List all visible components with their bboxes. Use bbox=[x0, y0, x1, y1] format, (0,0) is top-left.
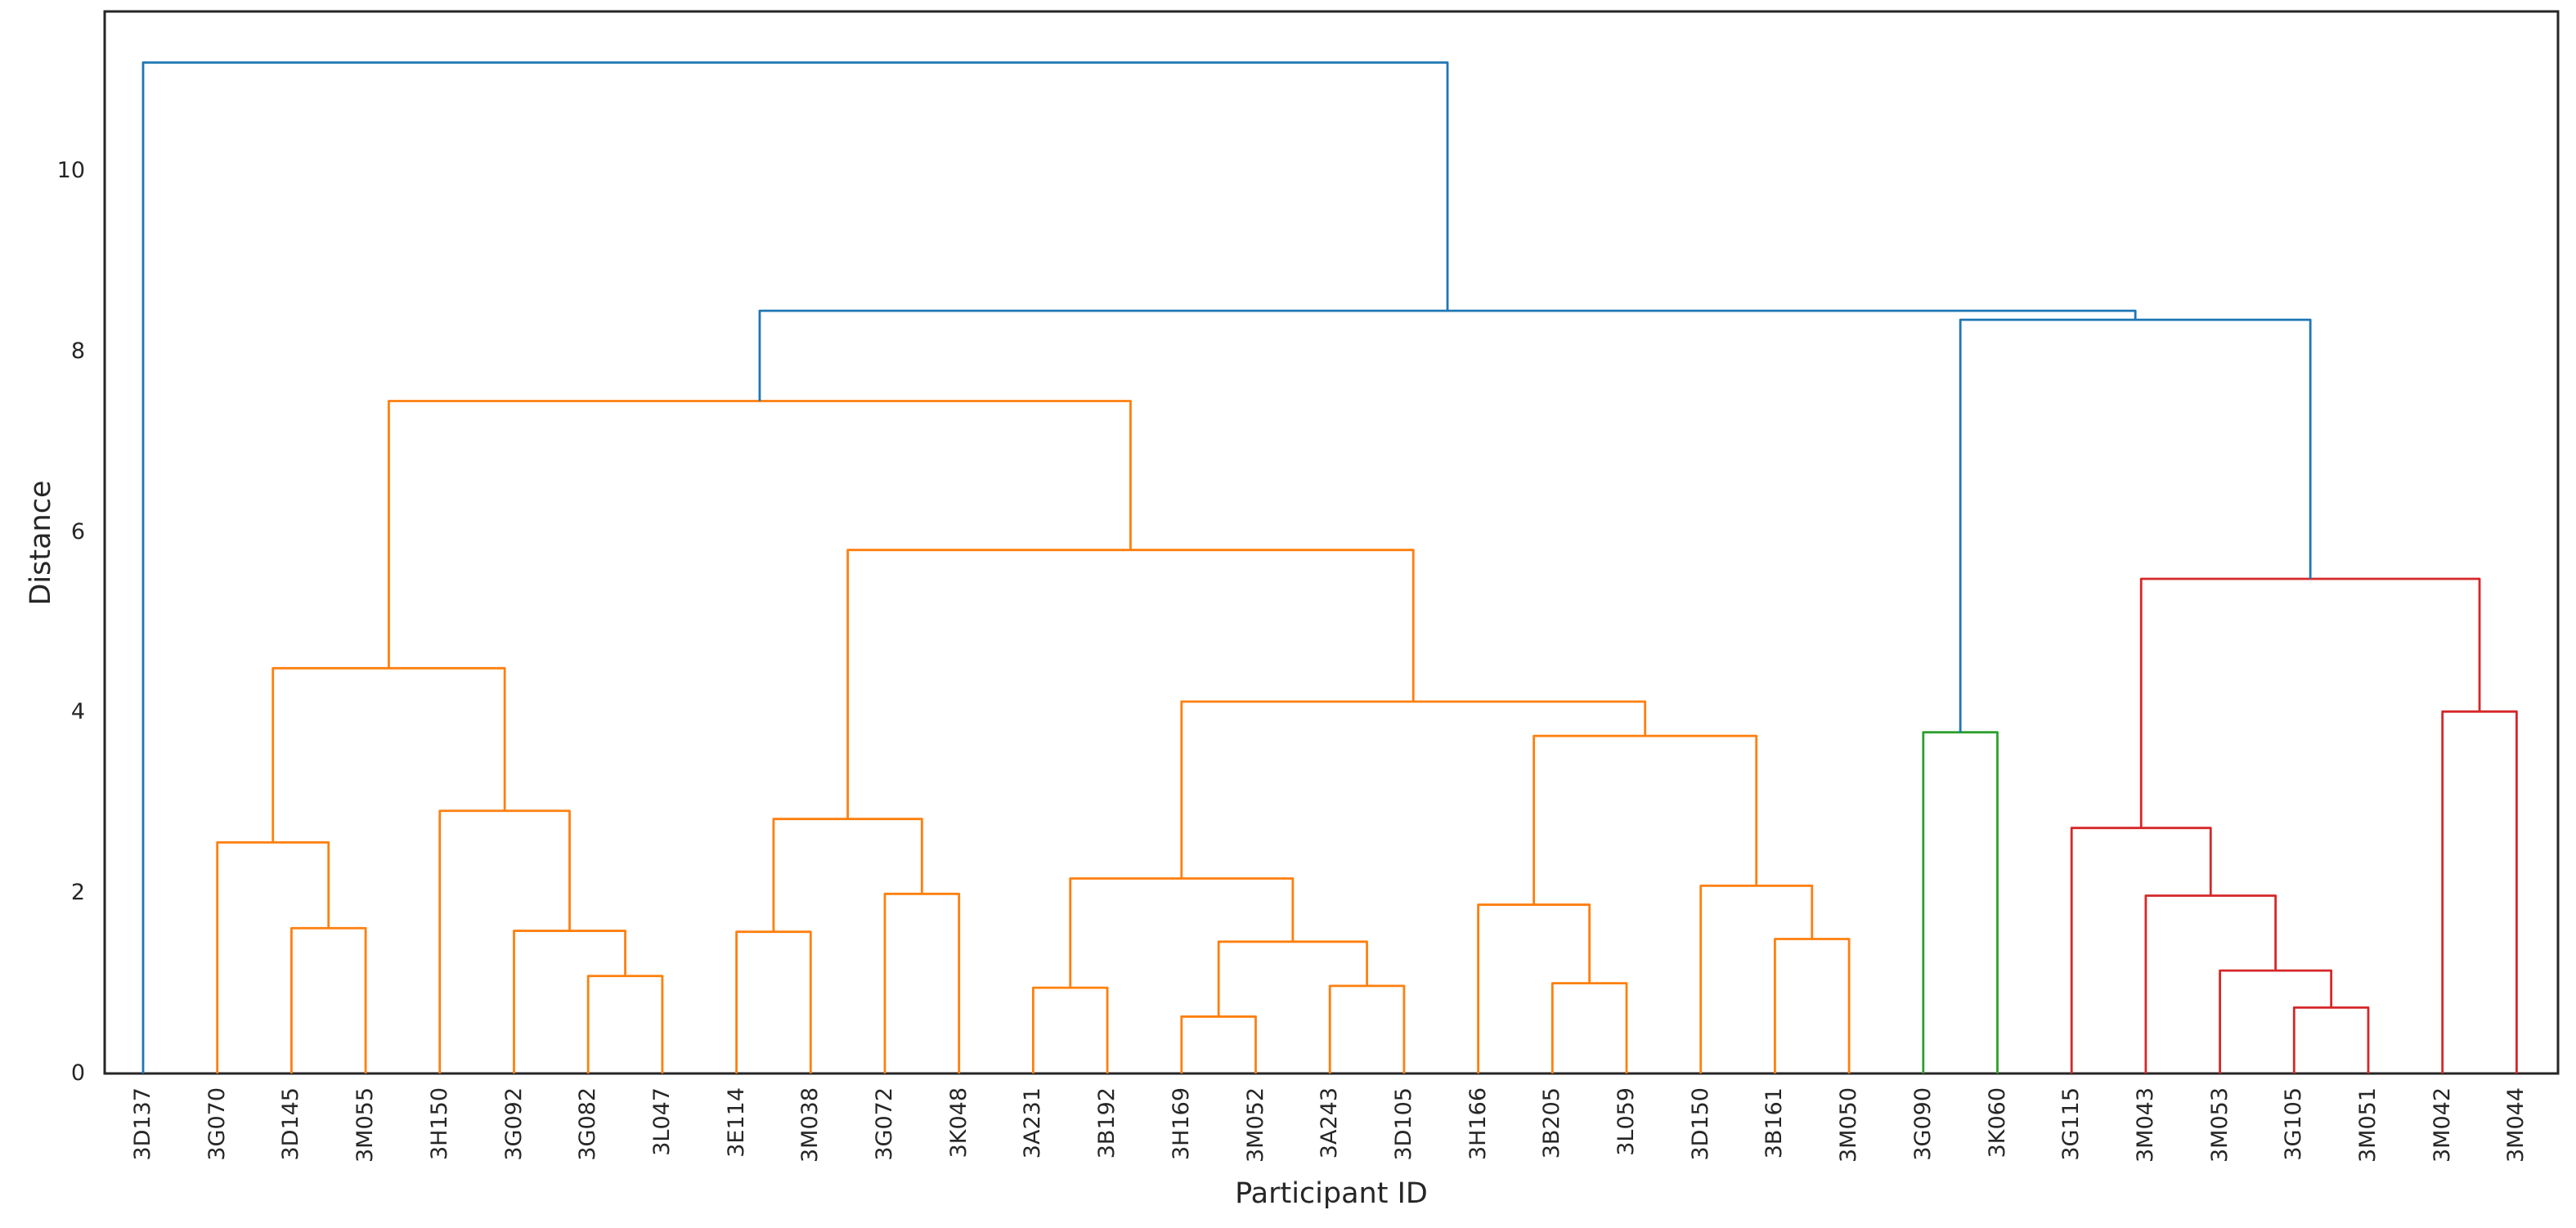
x-tick-label-3G090: 3G090 bbox=[1910, 1087, 1936, 1161]
y-tick-label: 2 bbox=[70, 880, 85, 906]
y-tick-label: 4 bbox=[70, 699, 85, 725]
x-tick-label-3L047: 3L047 bbox=[648, 1087, 675, 1156]
dendrogram-link-o1 bbox=[290, 926, 367, 1073]
x-tick-label-3B205: 3B205 bbox=[1539, 1087, 1565, 1159]
x-tick-label-3B161: 3B161 bbox=[1761, 1087, 1788, 1159]
y-tick-label: 6 bbox=[70, 518, 85, 545]
dendrogram-link-o7 bbox=[735, 930, 812, 1073]
y-tick-label: 8 bbox=[70, 338, 85, 364]
x-tick-label-3M051: 3M051 bbox=[2355, 1087, 2381, 1163]
x-tick-label-3G115: 3G115 bbox=[2058, 1087, 2085, 1161]
x-tick-label-3G092: 3G092 bbox=[500, 1087, 527, 1161]
x-tick-label-3H166: 3H166 bbox=[1465, 1087, 1491, 1161]
x-tick-label-3M052: 3M052 bbox=[1242, 1087, 1268, 1163]
dendrogram-link-o10 bbox=[1032, 986, 1109, 1073]
dendrogram-link-o18 bbox=[1699, 884, 1814, 1073]
y-tick-label: 10 bbox=[56, 158, 85, 183]
dendrogram-link-o20 bbox=[1180, 700, 1647, 879]
dendrogram-link-b2 bbox=[758, 309, 2137, 401]
x-tick-label-3K048: 3K048 bbox=[945, 1087, 972, 1159]
dendrogram-link-o19 bbox=[1533, 734, 1758, 905]
x-tick-label-3G105: 3G105 bbox=[2281, 1087, 2307, 1161]
x-tick-label-3D150: 3D150 bbox=[1687, 1087, 1713, 1161]
axes-box bbox=[103, 10, 2560, 1075]
x-tick-label-3M044: 3M044 bbox=[2503, 1087, 2529, 1163]
x-tick-label-3H150: 3H150 bbox=[426, 1087, 452, 1161]
dendrogram-link-r1 bbox=[2292, 1006, 2370, 1073]
x-tick-label-3G072: 3G072 bbox=[872, 1087, 897, 1161]
x-tick-label-3H169: 3H169 bbox=[1168, 1087, 1194, 1161]
x-tick-label-3D145: 3D145 bbox=[278, 1087, 304, 1161]
x-tick-label-3M038: 3M038 bbox=[797, 1087, 824, 1163]
dendrogram-link-r5 bbox=[2441, 710, 2518, 1073]
x-tick-label-3M043: 3M043 bbox=[2132, 1087, 2158, 1163]
x-tick-label-3G070: 3G070 bbox=[204, 1087, 230, 1161]
x-tick-label-3K060: 3K060 bbox=[1984, 1087, 2010, 1159]
x-tick-label-3M053: 3M053 bbox=[2206, 1087, 2233, 1163]
dendrogram-link-o13 bbox=[1217, 940, 1368, 1017]
x-axis-label: Participant ID bbox=[1235, 1177, 1428, 1210]
x-tick-label-3D137: 3D137 bbox=[130, 1087, 155, 1161]
dendrogram-link-o4 bbox=[513, 930, 626, 1073]
dendrogram-link-o14 bbox=[1069, 877, 1295, 988]
dendrogram-link-o2 bbox=[216, 840, 330, 1073]
dendrogram-link-r6 bbox=[2139, 577, 2481, 828]
x-tick-label-3G082: 3G082 bbox=[575, 1087, 601, 1161]
x-tick-label-3E114: 3E114 bbox=[723, 1087, 749, 1158]
dendrogram-link-o15 bbox=[1551, 982, 1628, 1073]
x-tick-label-3M055: 3M055 bbox=[352, 1087, 379, 1163]
dendrogram-link-r2 bbox=[2219, 969, 2333, 1073]
dendrogram-link-o9 bbox=[772, 818, 923, 932]
dendrogram-link-o8 bbox=[883, 892, 961, 1073]
x-tick-label-3D105: 3D105 bbox=[1390, 1087, 1416, 1161]
x-tick-label-3B192: 3B192 bbox=[1094, 1087, 1120, 1159]
dendrogram-link-g1 bbox=[1922, 731, 1999, 1073]
dendrogram-link-o17 bbox=[1774, 938, 1851, 1073]
dendrogram-link-b3 bbox=[141, 61, 1449, 1073]
dendrogram-link-o11 bbox=[1180, 1015, 1257, 1073]
dendrogram-link-o22 bbox=[388, 400, 1132, 669]
dendrogram-link-o5 bbox=[438, 809, 571, 1073]
dendrogram-link-o21 bbox=[846, 549, 1415, 819]
dendrogram-link-r3 bbox=[2144, 894, 2278, 1073]
x-tick-label-3A231: 3A231 bbox=[1020, 1087, 1046, 1159]
x-tick-label-3M050: 3M050 bbox=[1836, 1087, 1862, 1163]
dendrogram-link-o16 bbox=[1477, 903, 1591, 1073]
dendrogram-link-r4 bbox=[2070, 827, 2212, 1073]
x-tick-label-3M042: 3M042 bbox=[2429, 1087, 2455, 1163]
x-tick-label-3A243: 3A243 bbox=[1317, 1087, 1343, 1159]
x-tick-label-3L059: 3L059 bbox=[1613, 1087, 1639, 1156]
dendrogram-link-o3 bbox=[586, 975, 664, 1073]
dendrogram-link-o12 bbox=[1328, 984, 1406, 1073]
dendrogram-link-o6 bbox=[272, 666, 506, 843]
dendrogram-link-b1 bbox=[1959, 318, 2312, 733]
y-tick-label: 0 bbox=[70, 1060, 85, 1086]
